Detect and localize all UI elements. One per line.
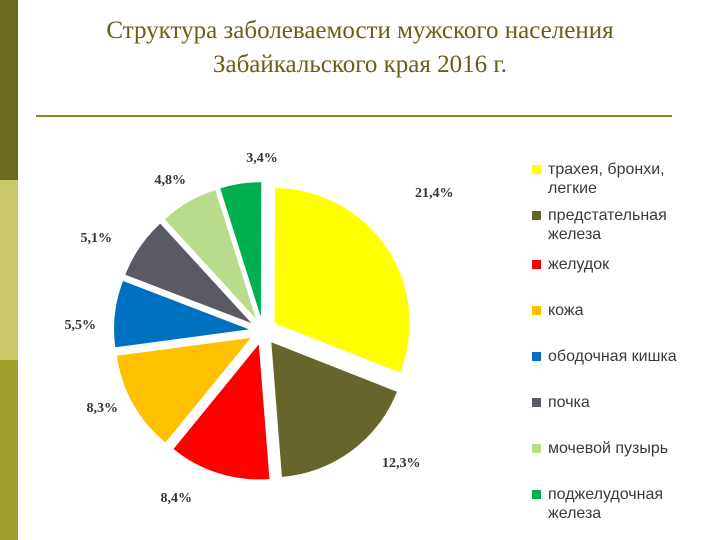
legend-swatch — [532, 398, 541, 407]
legend-swatch — [532, 490, 541, 499]
legend-label: желудок — [548, 256, 610, 273]
slice-label-3: 8,4% — [161, 491, 193, 506]
slice-label-2: 12,3% — [382, 456, 421, 471]
legend-swatch — [532, 352, 541, 361]
legend-swatch — [532, 444, 541, 453]
side-bar-top — [0, 0, 18, 180]
pie-slice-2 — [271, 342, 397, 477]
slice-label-7: 4,8% — [155, 173, 187, 188]
slice-label-1: 21,4% — [415, 186, 454, 201]
legend-swatch — [532, 211, 541, 220]
pie-slice-4 — [116, 337, 251, 443]
pie-slice-1 — [274, 188, 410, 373]
title-divider — [36, 115, 672, 117]
title-line-1: Структура заболеваемости мужского населе… — [106, 17, 614, 44]
legend-swatch — [532, 260, 541, 269]
title-line-2: Забайкальского края 2016 г. — [212, 51, 508, 78]
legend-label: трахея, бронхи, легкие — [548, 161, 665, 197]
pie-chart: 21,4% 12,3% 8,4% 8,3% 5,5% 5,1% 4,8% 3,4% — [65, 151, 454, 506]
legend-swatch — [532, 165, 541, 174]
side-bar-middle — [0, 180, 18, 360]
legend-label: кожа — [548, 302, 584, 319]
slice-label-4: 8,3% — [87, 401, 119, 416]
legend-label: ободочная кишка — [548, 348, 677, 365]
legend-label: почка — [548, 394, 590, 411]
slice-label-5: 5,5% — [65, 318, 97, 333]
pie-slice-8 — [220, 182, 262, 318]
pie-slice-6 — [125, 223, 252, 324]
legend-swatch — [532, 306, 541, 315]
page-title: Структура заболеваемости мужского населе… — [30, 14, 690, 82]
slice-label-8: 3,4% — [246, 151, 278, 166]
pie-slice-3 — [173, 344, 270, 480]
legend-label: предстательная железа — [548, 207, 667, 243]
side-bar-bottom — [0, 360, 18, 540]
pie-slice-5 — [114, 281, 250, 348]
slice-label-6: 5,1% — [81, 231, 113, 246]
legend-label: мочевой пузырь — [548, 440, 669, 457]
legend-label: поджелудочная железа — [548, 486, 664, 522]
pie-slice-7 — [164, 190, 256, 319]
